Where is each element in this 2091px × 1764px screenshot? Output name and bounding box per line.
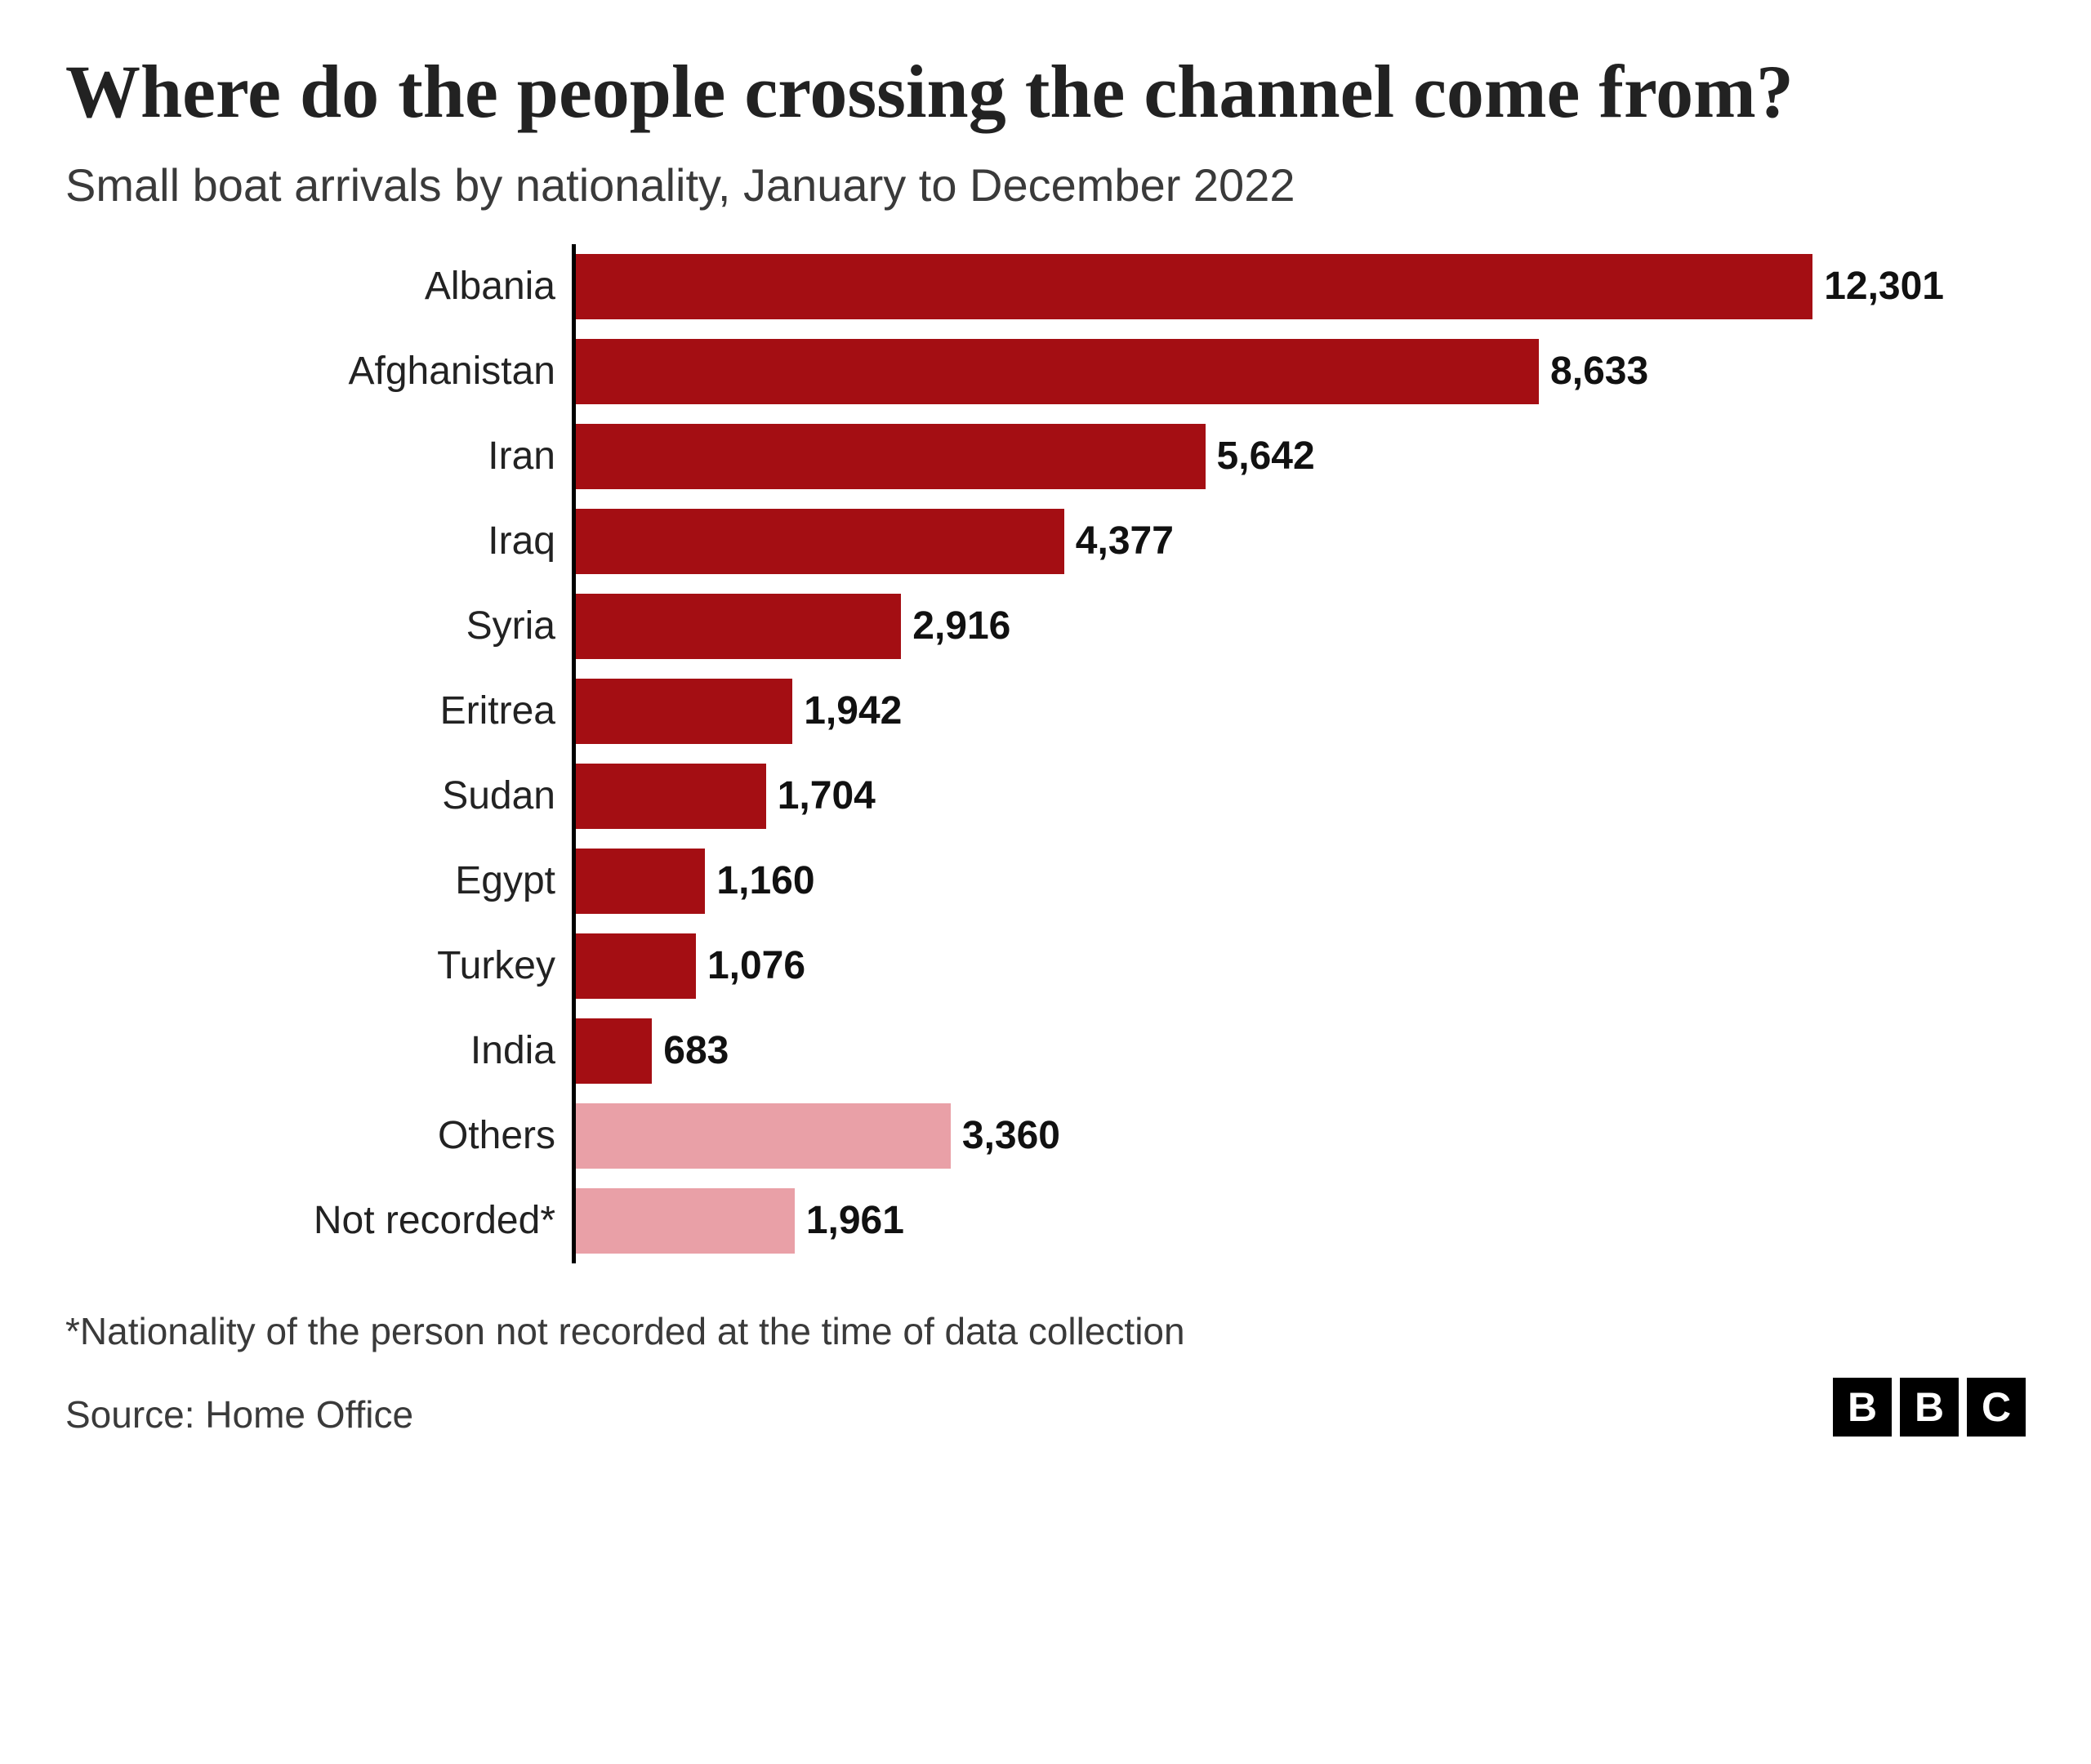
value-label: 1,942 [804, 688, 902, 733]
value-label: 12,301 [1824, 264, 1944, 309]
value-label: 2,916 [912, 604, 1010, 648]
bar-row: Turkey1,076 [572, 924, 1944, 1009]
bar [576, 1018, 652, 1084]
category-label: Turkey [65, 943, 555, 988]
logo-letter: B [1833, 1378, 1892, 1437]
bar-row: Iran5,642 [572, 414, 1944, 499]
bar [576, 254, 1812, 319]
bar-row: Not recorded*1,961 [572, 1178, 1944, 1263]
bar-row: Egypt1,160 [572, 839, 1944, 924]
category-label: Syria [65, 604, 555, 648]
chart-subtitle: Small boat arrivals by nationality, Janu… [65, 158, 2026, 212]
value-label: 1,704 [778, 773, 876, 818]
bar [576, 764, 766, 829]
bar [576, 679, 792, 744]
category-label: Iran [65, 434, 555, 479]
chart-container: Where do the people crossing the channel… [0, 0, 2091, 1469]
value-label: 683 [663, 1028, 729, 1073]
bar-chart: Albania12,301Afghanistan8,633Iran5,642Ir… [572, 244, 1944, 1263]
bar [576, 849, 705, 914]
category-label: Afghanistan [65, 349, 555, 394]
value-label: 5,642 [1217, 434, 1315, 479]
value-label: 1,160 [716, 858, 814, 903]
value-label: 1,961 [806, 1198, 904, 1243]
chart-source: Source: Home Office [65, 1392, 413, 1437]
chart-footnote: *Nationality of the person not recorded … [65, 1309, 2026, 1353]
category-label: Eritrea [65, 688, 555, 733]
bar-row: Albania12,301 [572, 244, 1944, 329]
bar [576, 594, 901, 659]
bar-row: India683 [572, 1009, 1944, 1094]
bar [576, 1103, 951, 1169]
bar-row: Sudan1,704 [572, 754, 1944, 839]
chart-footer: Source: Home Office BBC [65, 1378, 2026, 1437]
logo-letter: B [1900, 1378, 1959, 1437]
bar-row: Syria2,916 [572, 584, 1944, 669]
bar-row: Afghanistan8,633 [572, 329, 1944, 414]
bbc-logo: BBC [1833, 1378, 2026, 1437]
value-label: 8,633 [1550, 349, 1648, 394]
category-label: Iraq [65, 519, 555, 564]
bar [576, 933, 696, 999]
bar [576, 339, 1539, 404]
bar [576, 424, 1206, 489]
bar [576, 509, 1064, 574]
category-label: Not recorded* [65, 1198, 555, 1243]
value-label: 4,377 [1076, 519, 1174, 564]
logo-letter: C [1967, 1378, 2026, 1437]
value-label: 3,360 [962, 1113, 1060, 1158]
bar-row: Others3,360 [572, 1094, 1944, 1178]
value-label: 1,076 [707, 943, 805, 988]
category-label: Others [65, 1113, 555, 1158]
bar [576, 1188, 795, 1254]
bar-row: Iraq4,377 [572, 499, 1944, 584]
category-label: Egypt [65, 858, 555, 903]
category-label: Albania [65, 264, 555, 309]
category-label: India [65, 1028, 555, 1073]
category-label: Sudan [65, 773, 555, 818]
chart-title: Where do the people crossing the channel… [65, 49, 2026, 136]
y-axis-line [572, 244, 576, 1263]
bar-row: Eritrea1,942 [572, 669, 1944, 754]
